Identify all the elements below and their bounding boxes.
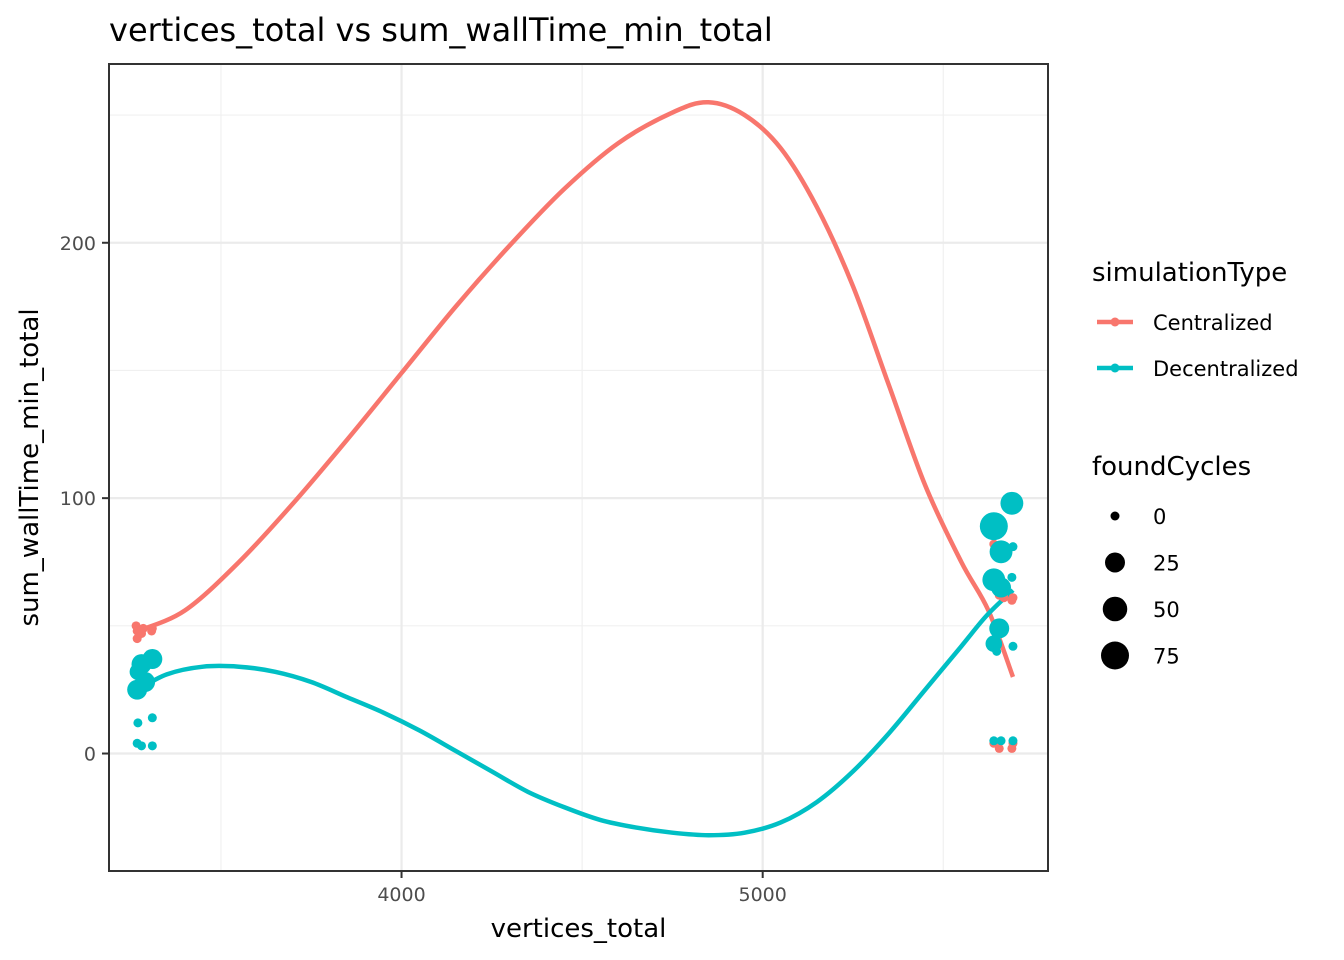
point-centralized — [138, 623, 148, 633]
point-decentralized — [989, 618, 1010, 639]
legend-size-key — [1105, 552, 1125, 573]
point-centralized — [147, 623, 157, 633]
plot-panel-bg — [109, 64, 1048, 871]
point-decentralized — [992, 646, 1002, 656]
point-decentralized — [133, 718, 143, 728]
legend-size-key — [1102, 596, 1128, 622]
data-points — [127, 491, 1024, 753]
legend-size-key — [1101, 641, 1129, 670]
point-centralized — [994, 743, 1004, 753]
point-decentralized — [137, 741, 147, 751]
legend-size-label: 75 — [1153, 645, 1180, 669]
legend-key-point — [1110, 363, 1120, 373]
point-decentralized — [1008, 641, 1018, 651]
y-axis-title: sum_wallTime_min_total — [15, 308, 45, 626]
smooth-lines — [136, 100, 1016, 838]
legend: simulationType Centralized Decentralized fo… — [1092, 258, 1299, 670]
point-decentralized — [989, 736, 999, 746]
y-tick-label: 100 — [60, 488, 96, 510]
legend-size-label: 0 — [1153, 505, 1166, 529]
chart-title: vertices_total vs sum_wallTime_min_total — [109, 11, 773, 49]
y-tick-label: 0 — [84, 744, 96, 766]
axis-ticks: 4000 5000 0 100 200 — [60, 233, 787, 906]
legend-label-decentralized: Decentralized — [1153, 357, 1299, 381]
point-decentralized — [1008, 542, 1018, 552]
point-decentralized — [989, 540, 1013, 564]
legend-size-label: 25 — [1153, 552, 1180, 576]
legend-size-label: 50 — [1153, 598, 1180, 622]
legend-size-key — [1110, 511, 1120, 521]
y-tick-label: 200 — [60, 233, 96, 255]
smooth-line-decentralized — [136, 588, 1015, 838]
point-centralized — [1008, 593, 1018, 603]
point-decentralized — [1008, 736, 1018, 746]
point-decentralized — [1007, 572, 1017, 582]
point-decentralized — [991, 577, 1012, 598]
point-decentralized — [1000, 491, 1024, 515]
smooth-line-centralized — [136, 100, 1016, 678]
point-decentralized — [142, 649, 163, 670]
point-decentralized — [147, 713, 157, 723]
legend-title-color: simulationType — [1092, 258, 1287, 288]
point-decentralized — [996, 736, 1006, 746]
x-tick-label: 5000 — [739, 884, 787, 906]
legend-label-centralized: Centralized — [1153, 311, 1273, 335]
grid-minor — [109, 64, 1048, 871]
legend-title-size: foundCycles — [1092, 452, 1251, 482]
grid-major — [109, 64, 1048, 871]
x-axis-title: vertices_total — [491, 914, 667, 944]
point-decentralized — [979, 512, 1008, 541]
plot-panel-border — [108, 63, 1049, 872]
point-decentralized — [147, 741, 157, 751]
legend-key-point — [1110, 317, 1120, 327]
x-tick-label: 4000 — [377, 884, 425, 906]
